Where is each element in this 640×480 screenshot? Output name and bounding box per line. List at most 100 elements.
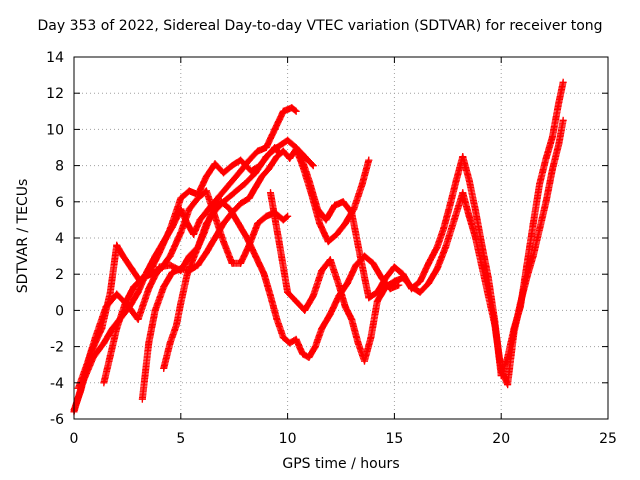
data-point xyxy=(284,288,292,296)
x-tick-label: 15 xyxy=(385,431,403,447)
data-point xyxy=(151,306,159,314)
data-point xyxy=(138,274,146,282)
data-point xyxy=(296,151,304,159)
data-point xyxy=(442,243,450,251)
y-axis-label: SDTVAR / TECUs xyxy=(15,178,31,294)
data-point xyxy=(194,261,202,269)
data-point xyxy=(459,189,467,197)
data-point xyxy=(128,265,136,273)
data-point xyxy=(119,252,127,260)
y-tick-label: -4 xyxy=(50,376,64,392)
data-point xyxy=(433,243,441,251)
data-point xyxy=(267,292,275,300)
data-point xyxy=(292,335,300,343)
data-point xyxy=(326,256,334,264)
data-point xyxy=(559,78,567,86)
data-point xyxy=(147,270,155,278)
data-point xyxy=(264,165,272,173)
data-point xyxy=(166,261,174,269)
data-point xyxy=(151,252,159,260)
data-point xyxy=(491,317,499,325)
y-tick-label: 0 xyxy=(55,303,64,319)
data-point xyxy=(465,212,473,220)
data-point xyxy=(305,353,313,361)
data-point xyxy=(262,153,270,161)
data-point xyxy=(237,259,245,267)
data-point xyxy=(390,277,398,285)
data-point xyxy=(279,334,287,342)
data-point xyxy=(134,288,142,296)
data-point xyxy=(360,357,368,365)
data-point xyxy=(279,147,287,155)
data-point xyxy=(237,200,245,208)
data-point xyxy=(542,154,550,162)
data-point xyxy=(113,290,121,298)
data-point xyxy=(286,154,294,162)
data-point xyxy=(440,225,448,233)
data-point xyxy=(322,216,330,224)
data-point xyxy=(166,339,174,347)
data-point xyxy=(433,265,441,273)
series-track-4 xyxy=(100,187,292,387)
data-point xyxy=(354,339,362,347)
series-markers xyxy=(296,78,567,380)
axis-ticks: 0 5 10 15 20 25 -6 -4 -2 0 2 4 6 8 10 12 14 xyxy=(46,50,617,447)
x-axis-label: GPS time / hours xyxy=(282,456,400,472)
data-point xyxy=(241,180,249,188)
data-point xyxy=(309,162,317,170)
data-point xyxy=(100,379,108,387)
y-tick-label: 2 xyxy=(55,267,64,283)
data-point xyxy=(497,372,505,380)
data-point xyxy=(341,303,349,311)
data-point xyxy=(177,205,185,213)
y-tick-label: -6 xyxy=(50,412,64,428)
data-point xyxy=(228,162,236,170)
data-point xyxy=(83,361,91,369)
data-point xyxy=(237,156,245,164)
data-point xyxy=(220,238,228,246)
data-point xyxy=(254,220,262,228)
data-point xyxy=(536,180,544,188)
data-point xyxy=(254,147,262,155)
data-point xyxy=(536,225,544,233)
data-point xyxy=(279,107,287,115)
data-point xyxy=(121,299,129,307)
data-point xyxy=(74,384,82,392)
data-point xyxy=(459,153,467,161)
x-tick-label: 10 xyxy=(279,431,297,447)
data-point xyxy=(173,321,181,329)
data-point xyxy=(113,241,121,249)
data-point xyxy=(382,274,390,282)
data-point xyxy=(559,116,567,124)
data-point xyxy=(311,343,319,351)
data-point xyxy=(245,156,253,164)
data-point xyxy=(478,241,486,249)
data-point xyxy=(102,303,110,311)
data-point xyxy=(369,259,377,267)
y-tick-label: 4 xyxy=(55,231,64,247)
data-point xyxy=(275,238,283,246)
data-point xyxy=(343,279,351,287)
data-point xyxy=(209,205,217,213)
data-point xyxy=(138,395,146,403)
data-point xyxy=(333,230,341,238)
x-tick-label: 5 xyxy=(176,431,185,447)
data-point xyxy=(177,194,185,202)
data-point xyxy=(425,279,433,287)
data-point xyxy=(348,209,356,217)
data-point xyxy=(504,381,512,389)
data-point xyxy=(237,167,245,175)
data-point xyxy=(130,283,138,291)
data-point xyxy=(288,104,296,112)
data-point xyxy=(252,252,260,260)
data-point xyxy=(228,259,236,267)
data-point xyxy=(230,189,238,197)
data-point xyxy=(145,285,153,293)
data-point xyxy=(234,220,242,228)
x-tick-label: 25 xyxy=(599,431,617,447)
data-point xyxy=(331,201,339,209)
data-point xyxy=(407,285,415,293)
data-point xyxy=(177,299,185,307)
data-point xyxy=(399,270,407,278)
data-point xyxy=(390,263,398,271)
